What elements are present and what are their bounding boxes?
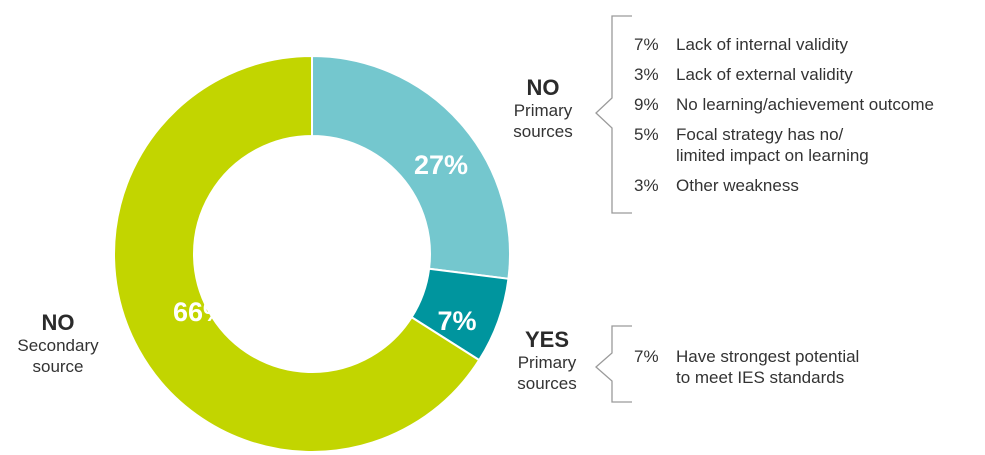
detail-percent: 7%	[634, 35, 659, 54]
group-description: Primary sources	[513, 101, 573, 141]
donut-slice-no-primary	[311, 54, 511, 280]
group-description: Primary sources	[517, 353, 577, 393]
detail-percent: 5%	[634, 125, 659, 144]
detail-row: 3% Other weakness	[634, 175, 984, 196]
group-description: Secondary source	[17, 336, 99, 376]
detail-row: 7% Have strongest potential to meet IES …	[634, 346, 974, 388]
group-no-secondary-label: NO Secondary source	[2, 311, 114, 377]
detail-row: 5% Focal strategy has no/ limited impact…	[634, 124, 984, 166]
detail-percent: 3%	[634, 65, 659, 84]
group-no-primary-label: NO Primary sources	[500, 76, 586, 142]
slice-label-yes-primary: 7%	[437, 306, 476, 336]
group-yes-primary-label: YES Primary sources	[504, 328, 590, 394]
detail-text: Other weakness	[676, 176, 799, 195]
group-answer: NO	[41, 310, 75, 335]
group-answer: NO	[526, 75, 560, 100]
detail-row: 3% Lack of external validity	[634, 64, 984, 85]
detail-text: No learning/achievement outcome	[676, 95, 934, 114]
slice-label-no-primary: 27%	[414, 150, 468, 180]
details-no-primary: 7% Lack of internal validity 3% Lack of …	[634, 34, 984, 196]
details-yes-primary: 7% Have strongest potential to meet IES …	[634, 346, 974, 388]
detail-percent: 7%	[634, 347, 659, 366]
detail-percent: 3%	[634, 176, 659, 195]
slice-label-no-secondary: 66%	[173, 297, 227, 327]
detail-text: Focal strategy has no/ limited impact on…	[676, 125, 869, 165]
detail-row: 7% Lack of internal validity	[634, 34, 984, 55]
donut-slice-no-secondary	[113, 54, 481, 453]
detail-text: Lack of internal validity	[676, 35, 848, 54]
group-answer: YES	[524, 327, 570, 352]
detail-percent: 9%	[634, 95, 659, 114]
detail-row: 9% No learning/achievement outcome	[634, 94, 984, 115]
detail-text: Lack of external validity	[676, 65, 853, 84]
bracket-no-primary	[595, 15, 632, 214]
bracket-yes-primary	[595, 325, 632, 403]
detail-text: Have strongest potential to meet IES sta…	[676, 347, 860, 387]
